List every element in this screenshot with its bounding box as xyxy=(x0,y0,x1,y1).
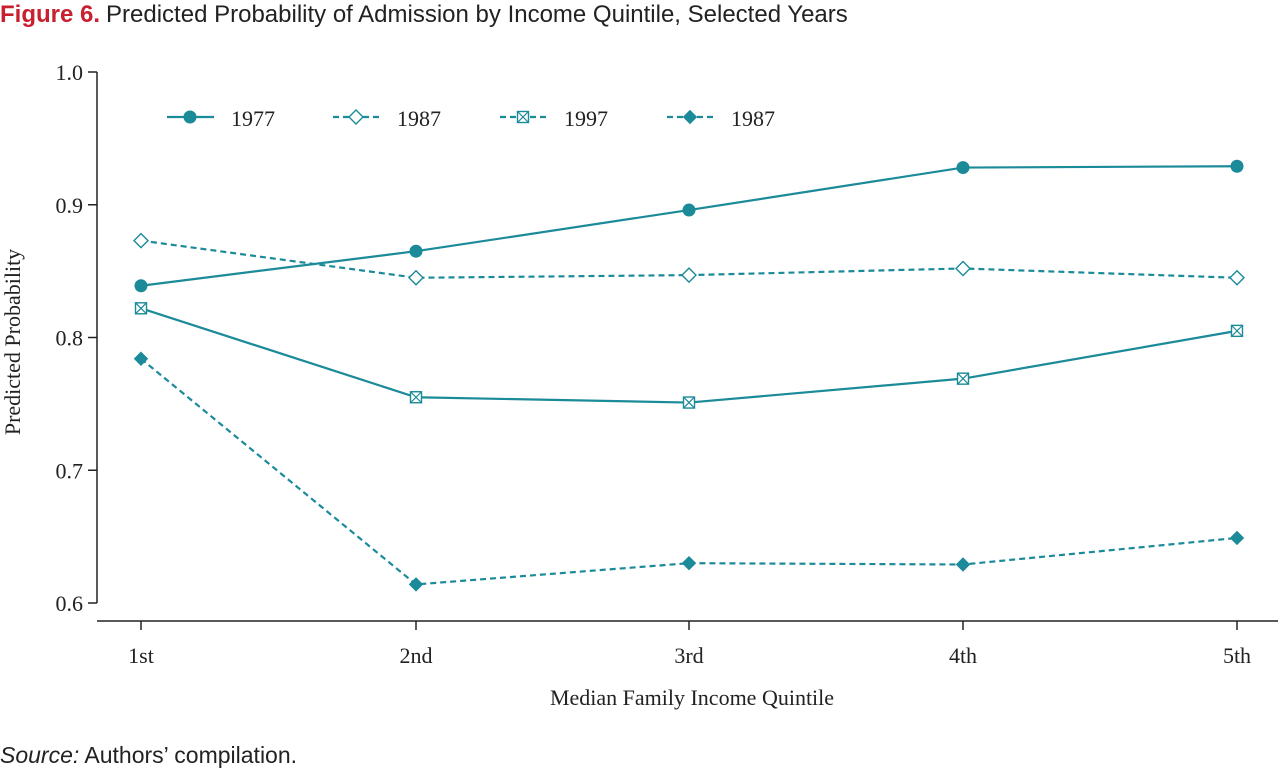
y-tick-label: 1.0 xyxy=(56,60,84,85)
data-point-series-1 xyxy=(1230,159,1244,173)
data-point-series-3 xyxy=(682,396,696,409)
data-point-series-4 xyxy=(133,351,149,366)
x-tick-label: 2nd xyxy=(400,643,433,668)
x-tick-label: 1st xyxy=(128,643,154,668)
data-point-series-4 xyxy=(1229,530,1245,546)
data-point-series-1 xyxy=(682,203,696,217)
legend: 1977 1987 1997 1987 xyxy=(167,106,775,131)
figure-title-text: Predicted Probability of Admission by In… xyxy=(106,1,848,28)
data-point-series-2 xyxy=(133,232,149,249)
legend-marker xyxy=(183,110,197,124)
data-point-series-1 xyxy=(956,161,970,175)
y-tick-label: 0.6 xyxy=(56,591,84,616)
legend-label: 1987 xyxy=(731,106,775,131)
data-point-series-2 xyxy=(1229,269,1245,286)
legend-item-1: 1977 xyxy=(167,106,275,131)
data-point-series-4 xyxy=(955,557,971,572)
legend-label: 1987 xyxy=(397,106,441,131)
x-axis-title: Median Family Income Quintile xyxy=(550,685,834,710)
series-markers xyxy=(133,159,1245,592)
source-text: Authors’ compilation. xyxy=(84,742,298,768)
x-tick-label: 5th xyxy=(1223,643,1251,668)
data-point-series-2 xyxy=(408,269,424,286)
y-tick-label: 0.7 xyxy=(56,458,84,483)
figure-title: Figure 6. Predicted Probability of Admiss… xyxy=(0,0,848,30)
legend-item-3: 1997 xyxy=(500,106,608,131)
source-label: Source: xyxy=(0,742,80,768)
x-tick-label: 4th xyxy=(949,643,977,668)
data-point-series-4 xyxy=(681,555,697,571)
data-point-series-3 xyxy=(1230,324,1244,338)
data-point-series-1 xyxy=(409,244,423,258)
data-point-series-3 xyxy=(409,391,423,404)
legend-label: 1997 xyxy=(564,106,608,131)
series-line-3 xyxy=(140,307,1238,404)
axes: 0.6 0.7 0.8 0.9 1.0 Predicted Probability 1st 2… xyxy=(0,60,1278,710)
source-note: Source: Authors’ compilation. xyxy=(0,742,297,769)
legend-marker xyxy=(516,110,530,124)
x-tick-label: 3rd xyxy=(674,643,703,668)
y-tick-label: 0.9 xyxy=(56,193,84,218)
series-lines xyxy=(140,165,1238,586)
figure-label: Figure 6. xyxy=(0,1,101,28)
legend-item-2: 1987 xyxy=(333,106,441,131)
data-point-series-2 xyxy=(955,260,971,277)
legend-marker xyxy=(348,109,364,125)
data-point-series-1 xyxy=(134,279,148,293)
data-point-series-3 xyxy=(956,372,970,385)
data-point-series-2 xyxy=(681,267,697,284)
series-line-4 xyxy=(140,357,1238,586)
data-point-series-4 xyxy=(408,577,424,592)
legend-item-4: 1987 xyxy=(667,106,775,131)
legend-marker xyxy=(682,109,698,125)
y-tick-label: 0.8 xyxy=(56,326,84,351)
legend-label: 1977 xyxy=(231,106,275,131)
data-point-series-3 xyxy=(134,302,148,315)
y-axis-title: Predicted Probability xyxy=(0,249,25,435)
